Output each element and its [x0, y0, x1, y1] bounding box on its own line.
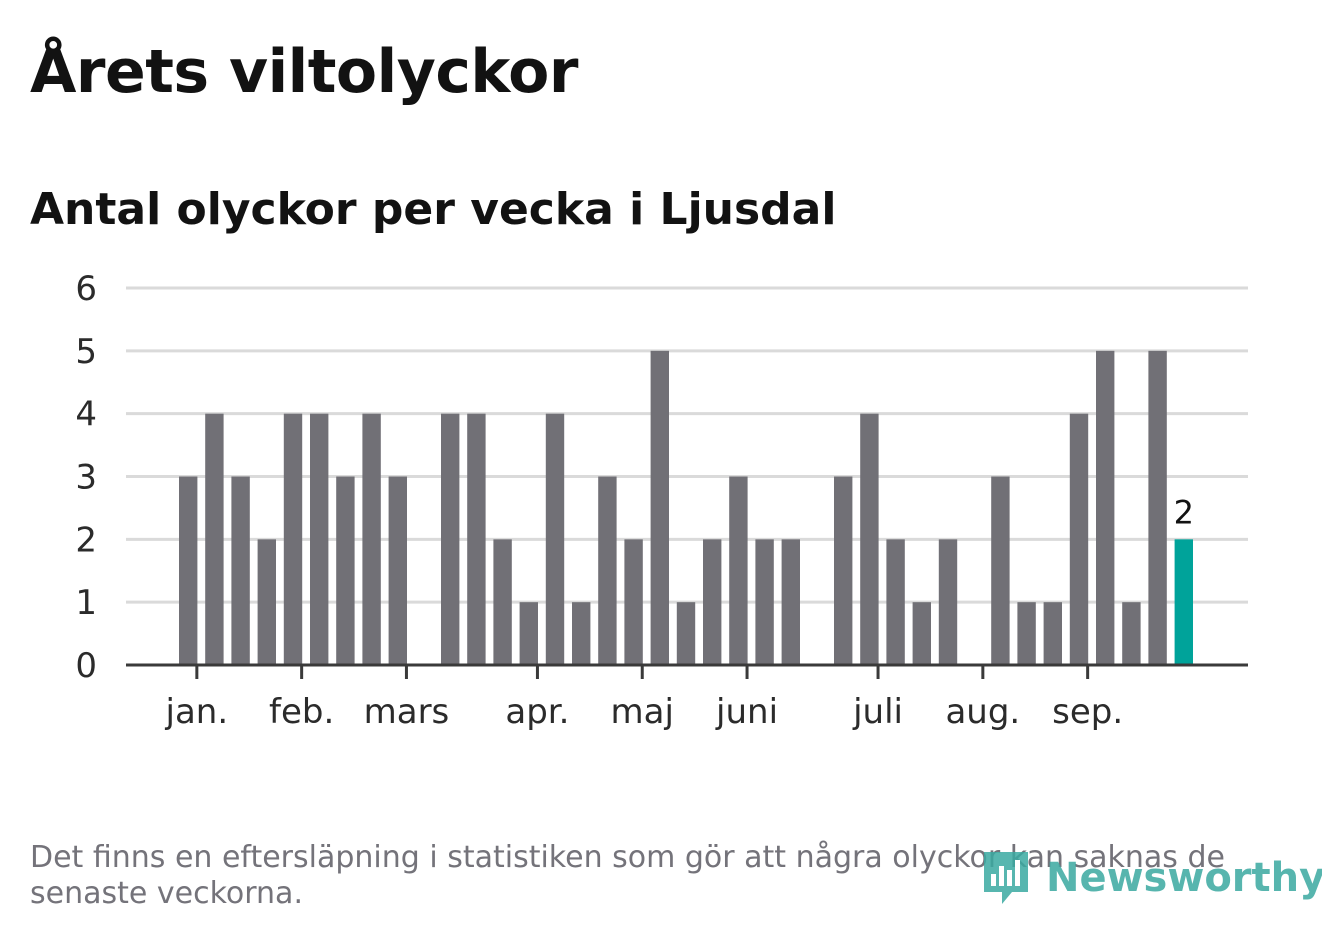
- data-label: 2: [1174, 493, 1194, 531]
- bar: [388, 476, 407, 665]
- bar: [1017, 602, 1036, 665]
- bar: [650, 350, 669, 665]
- bar: [1096, 350, 1115, 665]
- chart-subtitle: Antal olyckor per vecka i Ljusdal: [30, 184, 837, 235]
- x-tick-label: sep.: [1052, 692, 1123, 732]
- bar: [1148, 350, 1167, 665]
- bar: [834, 476, 853, 665]
- bar-chart: 0 1 2 3 4 5 6 2 jan. feb. mars apr. maj juni juli aug. s…: [75, 269, 1248, 732]
- bar-highlight: [1174, 539, 1193, 665]
- bar: [598, 476, 617, 665]
- newsworthy-logo[interactable]: Newsworthy: [980, 848, 1322, 908]
- bar: [467, 413, 486, 665]
- bar: [938, 539, 958, 665]
- x-tick-label: maj: [611, 692, 674, 732]
- bar: [231, 476, 250, 665]
- y-tick-label: 4: [75, 395, 97, 435]
- bar: [991, 476, 1010, 665]
- bar: [336, 476, 355, 665]
- y-tick-label: 6: [75, 269, 97, 309]
- x-tick-label: apr.: [505, 692, 569, 732]
- bar: [703, 539, 722, 665]
- newsworthy-logo-text: Newsworthy: [1046, 855, 1322, 901]
- x-tick-label: aug.: [945, 692, 1020, 732]
- y-tick-label: 2: [75, 520, 97, 560]
- bar: [1069, 413, 1089, 665]
- bar: [310, 413, 329, 665]
- x-tick-label: mars: [364, 692, 450, 732]
- bar: [572, 602, 591, 665]
- bar: [493, 539, 512, 665]
- y-tick-label: 0: [75, 646, 97, 686]
- bar: [519, 602, 538, 665]
- bar: [1043, 602, 1062, 665]
- x-tick-label: juni: [715, 692, 778, 732]
- y-tick-label: 1: [75, 583, 97, 623]
- newsworthy-logo-icon: [984, 852, 1028, 904]
- y-tick-label: 5: [75, 332, 97, 372]
- bar: [781, 539, 800, 665]
- bar: [545, 413, 565, 665]
- x-tick-label: feb.: [269, 692, 334, 732]
- bar: [676, 602, 696, 665]
- bar: [257, 539, 276, 665]
- bar: [441, 413, 460, 665]
- bar: [860, 413, 879, 665]
- x-tick-label: jan.: [165, 692, 229, 732]
- bar: [729, 476, 748, 665]
- bar: [205, 413, 224, 665]
- bar: [624, 539, 643, 665]
- chart-title: Årets viltolyckor: [30, 37, 579, 107]
- bar: [912, 602, 931, 665]
- bar: [755, 539, 774, 665]
- bar: [1122, 602, 1141, 665]
- bar: [283, 413, 303, 665]
- bar: [362, 413, 381, 665]
- bar: [886, 539, 905, 665]
- x-tick-label: juli: [852, 692, 903, 732]
- bar: [179, 476, 198, 665]
- y-tick-label: 3: [75, 458, 97, 498]
